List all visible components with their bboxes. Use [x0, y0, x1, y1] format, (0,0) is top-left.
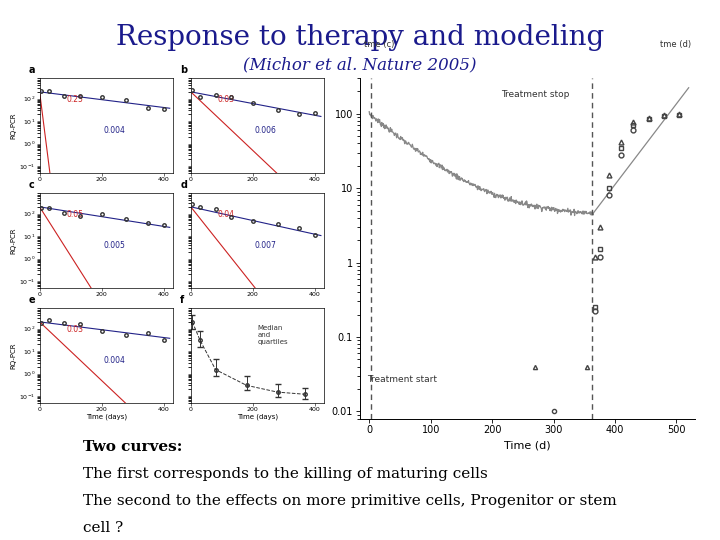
Text: Treatment stop: Treatment stop: [500, 90, 569, 99]
Y-axis label: RQ-PCR: RQ-PCR: [11, 227, 17, 254]
Text: tme (c): tme (c): [364, 39, 394, 49]
Text: f: f: [180, 294, 184, 305]
Text: 0.005: 0.005: [104, 241, 125, 250]
Text: Treatment start: Treatment start: [366, 375, 437, 384]
Text: b: b: [180, 64, 187, 75]
Text: tme (d): tme (d): [660, 39, 691, 49]
Text: e: e: [29, 294, 35, 305]
Text: 0.007: 0.007: [255, 241, 276, 250]
Text: 0.004: 0.004: [104, 356, 125, 365]
Text: 0.05: 0.05: [66, 210, 84, 219]
Text: 0.006: 0.006: [255, 126, 276, 135]
Text: a: a: [29, 64, 35, 75]
Y-axis label: RQ-PCR: RQ-PCR: [11, 112, 17, 139]
Text: Median
and
quartiles: Median and quartiles: [258, 325, 288, 346]
Text: 0.004: 0.004: [104, 126, 125, 135]
Text: c: c: [29, 179, 35, 190]
Text: d: d: [180, 179, 187, 190]
Text: The second to the effects on more primitive cells, Progenitor or stem: The second to the effects on more primit…: [83, 494, 616, 508]
Y-axis label: RQ-PCR: RQ-PCR: [11, 342, 17, 369]
X-axis label: Time (days): Time (days): [86, 414, 127, 420]
Text: 0.25: 0.25: [66, 95, 83, 104]
Text: 0.03: 0.03: [66, 325, 84, 334]
Text: cell ?: cell ?: [83, 521, 123, 535]
Text: 0.04: 0.04: [217, 210, 235, 219]
X-axis label: Time (days): Time (days): [237, 414, 278, 420]
X-axis label: Time (d): Time (d): [504, 441, 551, 451]
Text: (Michor et al. Nature 2005): (Michor et al. Nature 2005): [243, 57, 477, 73]
Text: Response to therapy and modeling: Response to therapy and modeling: [116, 24, 604, 51]
Text: 0.03: 0.03: [217, 95, 235, 104]
Text: The first corresponds to the killing of maturing cells: The first corresponds to the killing of …: [83, 467, 487, 481]
Text: Two curves:: Two curves:: [83, 440, 182, 454]
